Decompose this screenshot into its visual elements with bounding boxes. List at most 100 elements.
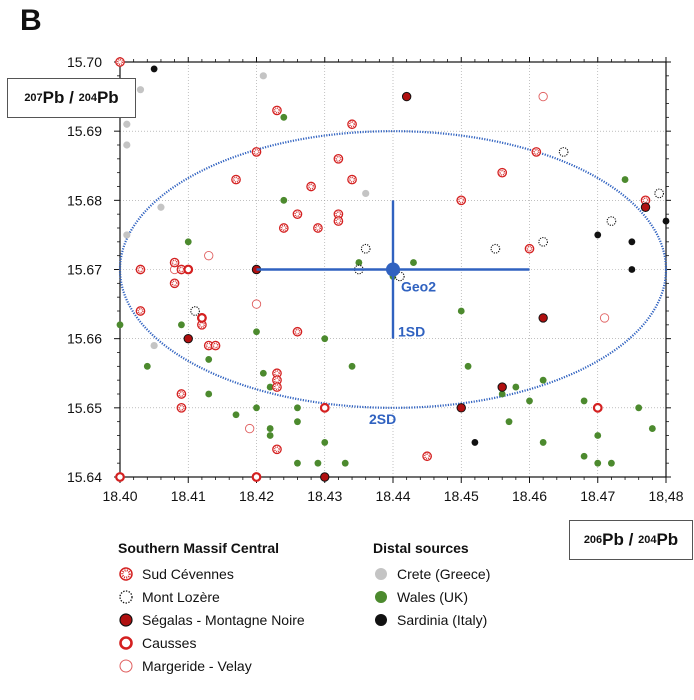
data-point-sud-cevennes-fill (280, 224, 287, 232)
data-point-wales (294, 459, 301, 467)
legend-item-crete: Crete (Greece) (373, 562, 490, 585)
data-point-sud-cevennes-fill (308, 183, 315, 190)
legend-label: Sud Cévennes (142, 565, 234, 582)
data-point-sud-cevennes-fill (348, 176, 356, 183)
data-point-mont-lozere (654, 188, 665, 199)
data-point-wales (294, 418, 301, 426)
panel-label: B (20, 4, 42, 37)
data-point-sud-cevennes-fill (273, 377, 281, 384)
legend-group-title: Distal sources (373, 540, 469, 556)
data-point-sud-cevennes-fill (212, 342, 219, 349)
data-point-sud-cevennes-fill (273, 107, 281, 114)
data-point-crete (259, 72, 267, 80)
data-point-wales (635, 404, 643, 412)
y-tick-label: 15.69 (67, 123, 102, 139)
x-tick-label: 18.46 (512, 488, 547, 504)
data-point-wales (294, 404, 301, 412)
x-tick-label: 18.45 (444, 488, 479, 504)
data-point-sud-cevennes-fill (335, 155, 342, 162)
sd2-ellipse (118, 130, 668, 409)
y-axis-label: 207 Pb / 204 Pb (7, 78, 136, 118)
legend-label: Sardinia (Italy) (397, 611, 488, 628)
legend-item-segalas-montagne-noire: Ségalas - Montagne Noire (118, 608, 305, 631)
data-point-wales (464, 362, 472, 370)
y-label-sym-a: Pb (42, 88, 65, 107)
x-label-sym-b: Pb (656, 530, 679, 549)
legend-label: Causses (142, 634, 197, 651)
y-tick-label: 15.67 (67, 262, 102, 278)
y-tick-label: 15.70 (67, 54, 102, 70)
data-point-sud-cevennes-fill (178, 404, 185, 411)
data-point-causses (196, 313, 207, 323)
legend-southern-massif-central: Southern Massif Central Sud Cévennes Mon… (118, 540, 305, 677)
data-point-sardinia (471, 439, 479, 446)
data-point-mont-lozere (190, 306, 200, 316)
data-point-sud-cevennes-fill (253, 148, 260, 156)
data-point-margeride-velay (251, 299, 262, 309)
data-point-segalas-montagne-noire (497, 382, 507, 392)
scatter-plot: 18.40 18.41 18.42 18.43 18.44 18.45 18.46 18.47… (67, 54, 684, 504)
sd1-label: 1SD (398, 324, 425, 340)
data-point-crete (136, 86, 145, 94)
data-point-mont-lozere (538, 236, 549, 247)
x-tick-label: 18,48 (648, 488, 683, 504)
x-tick-label: 18.40 (102, 488, 137, 504)
data-point-mont-lozere (606, 216, 617, 226)
data-point-crete (157, 203, 165, 211)
data-point-wales (608, 459, 615, 467)
black-filled-circle-icon (375, 613, 387, 626)
x-tick-label: 18.41 (171, 488, 206, 504)
sd2-label: 2SD (369, 411, 396, 427)
data-point-wales (580, 397, 588, 405)
data-point-margeride-velay (599, 313, 610, 323)
data-point-segalas-montagne-noire (401, 91, 412, 102)
geo2-reference-point (386, 262, 400, 277)
data-point-wales (539, 376, 547, 384)
data-point-sud-cevennes-fill (533, 148, 540, 156)
data-point-wales (314, 459, 322, 467)
legend-item-causses: Causses (118, 631, 305, 654)
data-point-wales (232, 411, 240, 419)
data-point-margeride-velay (538, 91, 548, 102)
y-tick-label: 15.64 (67, 469, 102, 485)
x-tick-label: 18.44 (375, 488, 410, 504)
data-point-sardinia (150, 65, 158, 73)
geo2-label: Geo2 (401, 279, 436, 295)
data-point-sud-cevennes-fill (642, 197, 649, 204)
data-point-segalas-montagne-noire (456, 403, 466, 413)
data-point-sud-cevennes-fill (314, 224, 322, 232)
red-open-circle-icon (119, 659, 133, 672)
data-point-wales (512, 383, 520, 391)
data-point-crete (150, 341, 158, 350)
data-point-wales (178, 321, 185, 329)
data-point-sardinia (628, 266, 636, 273)
data-point-crete (123, 120, 131, 128)
data-point-sud-cevennes-fill (526, 245, 533, 252)
x-label-sym-a: Pb (602, 530, 624, 549)
data-point-segalas-montagne-noire (640, 202, 651, 212)
data-point-wales (266, 432, 274, 439)
data-point-sud-cevennes-fill (294, 211, 301, 218)
data-point-sud-cevennes-fill (335, 217, 342, 225)
data-point-wales (410, 259, 417, 266)
legend-item-wales: Wales (UK) (373, 585, 490, 608)
data-point-sardinia (594, 231, 602, 239)
data-point-sud-cevennes-fill (137, 307, 144, 315)
data-point-causses (319, 402, 330, 413)
data-point-sud-cevennes-fill (424, 453, 431, 460)
data-point-wales (184, 238, 192, 246)
data-point-sud-cevennes-fill (273, 370, 281, 377)
data-point-mont-lozere (490, 243, 501, 254)
data-point-wales (253, 404, 260, 412)
legend-item-sud-cevennes: Sud Cévennes (118, 562, 305, 585)
data-point-causses (251, 472, 262, 482)
data-point-wales (253, 328, 260, 336)
y-tick-label: 15.66 (67, 331, 102, 347)
data-point-wales (498, 390, 506, 398)
legend-item-mont-lozere: Mont Lozère (118, 585, 305, 608)
data-point-sardinia (628, 238, 636, 246)
x-tick-label: 18.47 (580, 488, 615, 504)
data-point-crete (123, 141, 131, 149)
data-point-wales (321, 439, 329, 446)
data-point-wales (348, 362, 356, 370)
